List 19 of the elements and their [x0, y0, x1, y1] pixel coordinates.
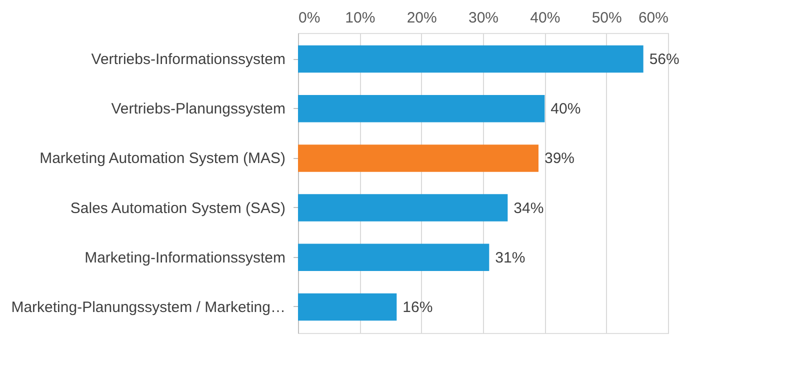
data-label: 40%: [550, 100, 581, 118]
data-label: 31%: [495, 249, 526, 266]
y-tick-label: Marketing Automation System (MAS): [40, 150, 286, 168]
data-label: 39%: [544, 150, 575, 168]
x-tick-label: 50%: [592, 10, 622, 26]
y-tick-label: Marketing-Planungssystem / Marketing…: [11, 298, 286, 316]
x-tick-label: 0%: [298, 10, 320, 26]
data-label: 56%: [649, 51, 680, 68]
x-tick-label: 20%: [406, 10, 437, 26]
y-tick-label: Vertriebs-Informationssystem: [91, 51, 286, 68]
x-tick-label: 30%: [468, 10, 499, 26]
data-label: 34%: [514, 200, 544, 217]
x-tick-label: 40%: [530, 10, 560, 26]
y-tick-label: Vertriebs-Planungssystem: [111, 100, 286, 118]
x-tick-label: 10%: [345, 10, 376, 26]
x-tick-label: 60%: [638, 10, 668, 26]
data-label: 16%: [402, 298, 433, 316]
y-tick-label: Sales Automation System (SAS): [70, 200, 286, 217]
y-tick-label: Marketing-Informationssystem: [84, 249, 286, 266]
